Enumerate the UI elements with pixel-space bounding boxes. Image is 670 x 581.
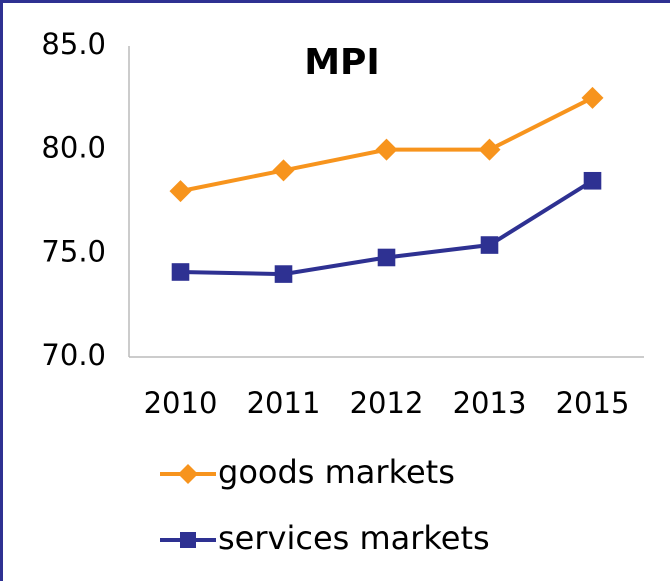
y-tick-label: 80.0 <box>41 131 106 165</box>
data-point <box>274 265 293 283</box>
y-tick-label: 75.0 <box>41 234 106 268</box>
data-point <box>375 138 398 161</box>
data-point <box>478 138 501 161</box>
y-tick-label: 85.0 <box>41 27 106 61</box>
x-tick-label: 2010 <box>144 386 218 420</box>
legend-label: goods markets <box>218 453 455 491</box>
data-point <box>377 248 396 267</box>
legend-marker <box>178 464 198 484</box>
x-tick-label: 2015 <box>556 386 630 420</box>
y-tick-label: 70.0 <box>41 338 106 372</box>
x-tick-label: 2013 <box>453 386 527 420</box>
data-point <box>169 180 192 203</box>
chart-title: MPI <box>304 42 380 83</box>
data-point <box>480 236 499 254</box>
legend-label: services markets <box>218 519 490 557</box>
legend-marker <box>180 532 196 548</box>
x-tick-label: 2011 <box>247 386 321 420</box>
data-point <box>272 159 295 182</box>
data-point <box>581 86 604 109</box>
data-point <box>171 263 190 281</box>
x-tick-label: 2012 <box>350 386 424 420</box>
data-point <box>583 171 602 190</box>
